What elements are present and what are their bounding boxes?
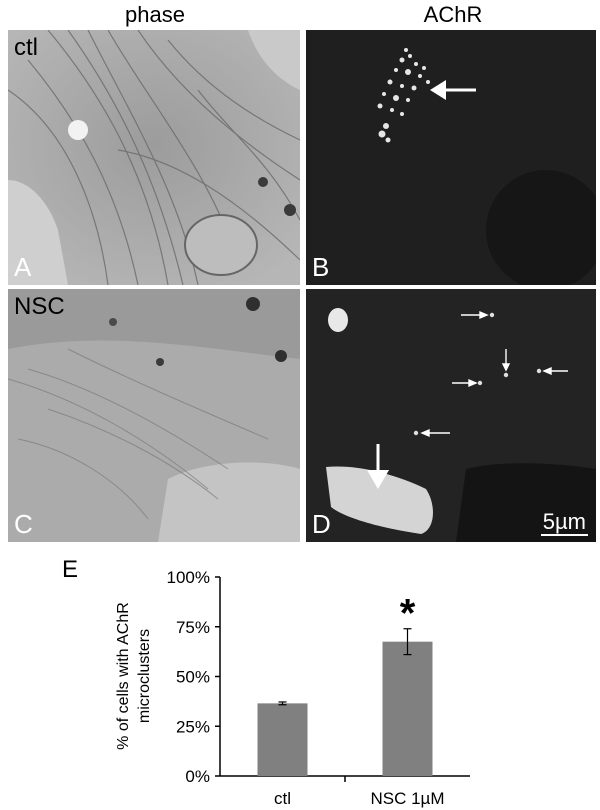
panel-letter-a: A	[14, 252, 32, 282]
column-header-phase: phase	[125, 2, 185, 27]
significance-marker: *	[400, 592, 416, 636]
x-tick-label: NSC 1µM	[370, 789, 444, 808]
bar	[257, 703, 308, 776]
condition-label-nsc: NSC	[14, 293, 65, 320]
panel-letter-b: B	[312, 252, 330, 282]
bar-chart: 0% 25% 50% 75% 100% % of cells with AChR micro…	[115, 568, 470, 808]
y-tick-label: 100%	[167, 568, 210, 587]
panel-letter-d: D	[312, 509, 331, 539]
y-tick-label: 25%	[176, 717, 210, 736]
y-tick-label: 50%	[176, 668, 210, 687]
condition-label-ctl: ctl	[14, 34, 38, 61]
phase-image-c	[8, 289, 300, 542]
y-tick-label: 0%	[185, 767, 210, 786]
y-tick-label: 75%	[176, 618, 210, 637]
x-tick-label: ctl	[274, 789, 291, 808]
panel-c-phase-nsc: NSC C	[8, 289, 300, 542]
fluorescence-image-d	[306, 289, 596, 542]
panel-letter-e: E	[62, 556, 79, 583]
column-header-achr: AChR	[423, 2, 483, 27]
scale-bar: 5µm	[540, 509, 588, 536]
panel-a-phase-ctl: ctl A	[8, 30, 300, 285]
y-axis-label: microclusters	[136, 629, 153, 723]
panel-d-achr-nsc: D 5µm	[306, 289, 596, 542]
bar	[382, 641, 433, 776]
y-axis-label: % of cells with AChR	[115, 602, 132, 750]
fluorescence-image-b	[306, 30, 596, 285]
panel-letter-c: C	[14, 509, 33, 539]
panel-b-achr-ctl: B	[306, 30, 596, 285]
phase-image-a	[8, 30, 300, 285]
